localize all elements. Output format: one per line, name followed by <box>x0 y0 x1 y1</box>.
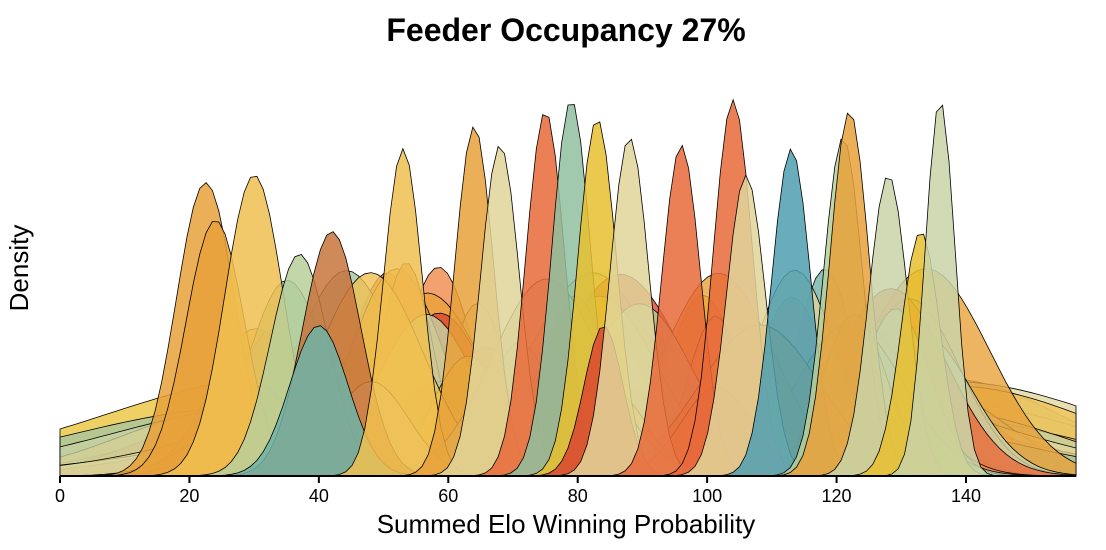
x-tick-label-140: 140 <box>951 486 981 506</box>
chart-title: Feeder Occupancy 27% <box>386 12 746 48</box>
x-axis-label: Summed Elo Winning Probability <box>377 509 756 539</box>
x-tick-label-120: 120 <box>822 486 852 506</box>
x-tick-label-60: 60 <box>438 486 458 506</box>
x-tick-label-20: 20 <box>179 486 199 506</box>
x-tick-label-40: 40 <box>309 486 329 506</box>
x-tick-label-0: 0 <box>55 486 65 506</box>
y-axis-label: Density <box>4 225 34 312</box>
x-axis-ticks: 0 20 40 60 80 100 120 140 <box>55 476 981 506</box>
x-tick-label-100: 100 <box>692 486 722 506</box>
density-curves <box>59 98 1077 477</box>
x-tick-label-80: 80 <box>568 486 588 506</box>
